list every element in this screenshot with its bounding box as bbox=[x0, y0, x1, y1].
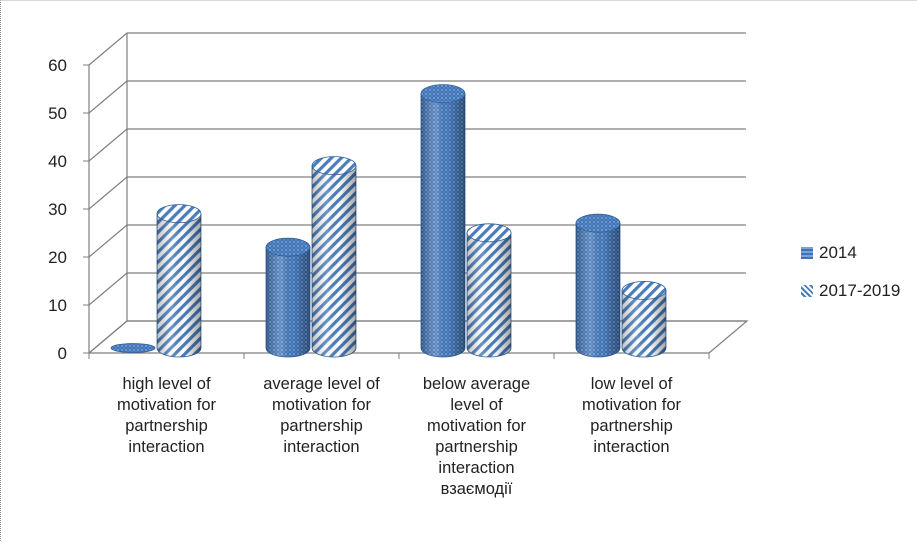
bar-shading bbox=[266, 247, 310, 357]
bar-2017-2019-1 bbox=[311, 156, 357, 358]
legend-swatch bbox=[801, 247, 813, 259]
bar-shading bbox=[576, 223, 620, 357]
legend-swatch bbox=[801, 285, 813, 297]
bar-disc bbox=[110, 343, 156, 353]
legend-item: 2017-2019 bbox=[801, 281, 900, 301]
bar-2014-0 bbox=[110, 343, 156, 353]
legend-item: 2014 bbox=[801, 243, 857, 263]
bar-2017-2019-2 bbox=[466, 223, 512, 358]
bar-top bbox=[311, 156, 357, 176]
bar-top bbox=[466, 223, 512, 243]
y-tick-label: 0 bbox=[58, 344, 67, 363]
bar-2014-1 bbox=[265, 237, 311, 358]
bar-top bbox=[575, 213, 621, 233]
gridline-side bbox=[88, 272, 128, 306]
legend-label: 2014 bbox=[819, 243, 857, 262]
bar-2014-3 bbox=[575, 213, 621, 358]
gridline-side bbox=[88, 128, 128, 162]
gridline-side bbox=[88, 80, 128, 114]
x-category-label: below average level of motivation for pa… bbox=[422, 375, 531, 498]
y-tick-label: 30 bbox=[48, 200, 67, 219]
gridline-side bbox=[88, 176, 128, 210]
bar-shading bbox=[312, 165, 356, 357]
bar-2014-2 bbox=[420, 84, 466, 358]
y-tick-label: 10 bbox=[48, 296, 67, 315]
y-tick-label: 50 bbox=[48, 104, 67, 123]
x-category-label: high level of motivation for partnership… bbox=[116, 375, 217, 456]
bar-shading bbox=[157, 213, 201, 357]
bar-shading bbox=[421, 93, 465, 357]
y-tick-label: 20 bbox=[48, 248, 67, 267]
bar-2017-2019-0 bbox=[156, 204, 202, 358]
bar-top bbox=[265, 237, 311, 257]
bar-2017-2019-3 bbox=[621, 280, 667, 358]
y-tick-label: 40 bbox=[48, 152, 67, 171]
y-tick-label: 60 bbox=[48, 56, 67, 75]
gridline-side bbox=[88, 32, 128, 66]
bar-top bbox=[420, 84, 466, 103]
bar-top bbox=[156, 204, 202, 224]
bar-top bbox=[621, 280, 667, 300]
legend-label: 2017-2019 bbox=[819, 281, 901, 300]
bar-shading bbox=[622, 290, 666, 357]
x-category-label: average level of motivation for partners… bbox=[263, 375, 380, 456]
x-category-label: low level of motivation for partnership … bbox=[581, 375, 682, 456]
bar-shading bbox=[467, 232, 511, 357]
gridline-side bbox=[88, 224, 128, 258]
